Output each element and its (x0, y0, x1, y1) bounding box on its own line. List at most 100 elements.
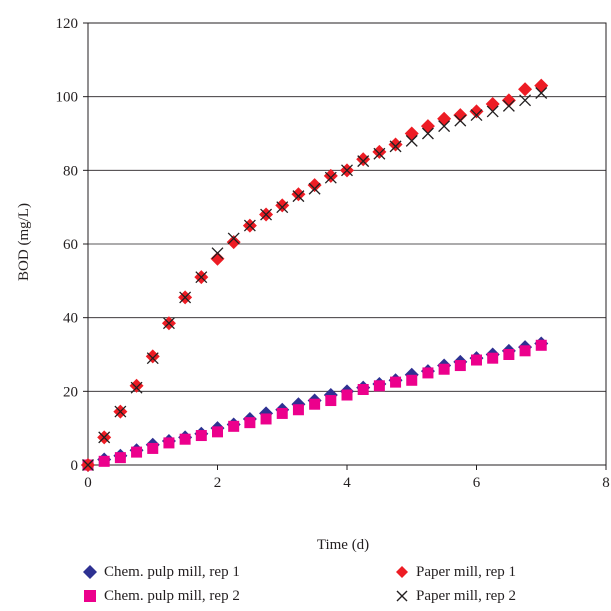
data-point (145, 349, 160, 364)
data-point (454, 114, 467, 127)
data-point (114, 452, 126, 464)
legend-item-chem-rep2: Chem. pulp mill, rep 2 (82, 586, 240, 606)
data-point (485, 97, 500, 112)
data-point (405, 134, 418, 147)
data-point (420, 119, 435, 134)
data-point (341, 164, 353, 177)
data-point (503, 349, 515, 360)
data-point (243, 219, 256, 232)
data-point (372, 144, 387, 159)
data-point (437, 111, 452, 126)
data-point (82, 459, 94, 471)
data-point (179, 291, 192, 304)
x-axis-label: Time (d) (317, 537, 369, 553)
data-point (454, 360, 466, 372)
x-mark-icon (396, 590, 408, 602)
data-point (147, 442, 159, 454)
data-point (244, 417, 256, 429)
data-point (422, 367, 434, 379)
data-point (162, 317, 175, 330)
data-point (291, 187, 306, 202)
data-point (226, 235, 241, 250)
data-point (292, 404, 304, 416)
data-point (390, 376, 402, 388)
data-point (114, 405, 127, 418)
y-tick-label: 120 (56, 16, 79, 32)
data-point (406, 374, 418, 386)
data-point (535, 339, 547, 351)
data-point (357, 383, 369, 395)
data-point (453, 108, 468, 123)
data-point (469, 104, 484, 119)
data-point (502, 99, 515, 112)
x-tick-label: 4 (343, 475, 351, 491)
axis-ticks: 0 20 40 60 80 100 120 0 2 4 6 8 (56, 16, 610, 491)
x-tick-label: 8 (602, 475, 610, 491)
data-point (260, 208, 273, 221)
data-point (325, 395, 337, 407)
data-point (292, 190, 305, 203)
data-point (308, 182, 321, 195)
y-tick-label: 60 (63, 237, 78, 253)
data-point (373, 147, 386, 160)
blue-diamond-icon (83, 565, 97, 579)
data-point (357, 155, 370, 168)
bod-chart: 0 20 40 60 80 100 120 0 2 4 6 8 Time (d) BOD (mg/L) (16, 16, 610, 553)
legend-label: Chem. pulp mill, rep 2 (104, 588, 240, 604)
data-point (260, 413, 272, 425)
series-3 (81, 78, 549, 472)
data-point (228, 420, 240, 432)
series-4 (82, 87, 548, 471)
data-point (307, 178, 322, 193)
data-point (309, 398, 321, 410)
y-tick-label: 100 (56, 90, 79, 106)
data-point (535, 87, 548, 99)
data-point (471, 354, 482, 366)
data-point (195, 271, 208, 284)
data-point (98, 455, 110, 467)
data-point (486, 105, 499, 118)
data-point (98, 431, 111, 444)
data-point (276, 407, 288, 419)
data-point (389, 140, 402, 153)
data-point (323, 168, 338, 183)
data-point (324, 171, 337, 184)
data-point (421, 127, 434, 140)
y-axis-label: BOD (mg/L) (16, 203, 32, 281)
data-point (341, 389, 353, 401)
legend: Chem. pulp mill, rep 1 Chem. pulp mill, … (82, 562, 602, 610)
data-point (373, 380, 385, 392)
legend-item-chem-rep1: Chem. pulp mill, rep 1 (82, 562, 240, 582)
data-point (211, 247, 224, 260)
data-point (210, 251, 225, 266)
data-point (487, 352, 499, 364)
x-tick-label: 6 (473, 475, 481, 491)
y-tick-label: 0 (71, 458, 79, 474)
data-point (131, 446, 143, 458)
series-2 (82, 339, 547, 471)
data-point (438, 363, 450, 375)
y-tick-label: 40 (63, 311, 78, 327)
x-tick-label: 0 (84, 475, 92, 491)
data-point (179, 433, 191, 445)
data-point (275, 198, 290, 213)
legend-label: Paper mill, rep 2 (416, 588, 516, 604)
data-point (534, 78, 549, 93)
data-point (518, 82, 533, 97)
y-tick-label: 20 (63, 384, 78, 400)
data-point (212, 426, 223, 438)
legend-item-paper-rep2: Paper mill, rep 2 (394, 586, 516, 606)
data-point (356, 152, 371, 167)
data-point (163, 437, 175, 449)
data-point (438, 120, 451, 133)
red-diamond-icon (396, 566, 408, 578)
data-point (404, 126, 419, 141)
legend-label: Paper mill, rep 1 (416, 564, 516, 580)
data-point (129, 378, 144, 393)
data-point (276, 201, 289, 214)
data-point (195, 430, 207, 442)
data-point (470, 109, 483, 122)
data-point (130, 381, 143, 394)
x-tick-label: 2 (214, 475, 222, 491)
data-point (388, 137, 403, 152)
